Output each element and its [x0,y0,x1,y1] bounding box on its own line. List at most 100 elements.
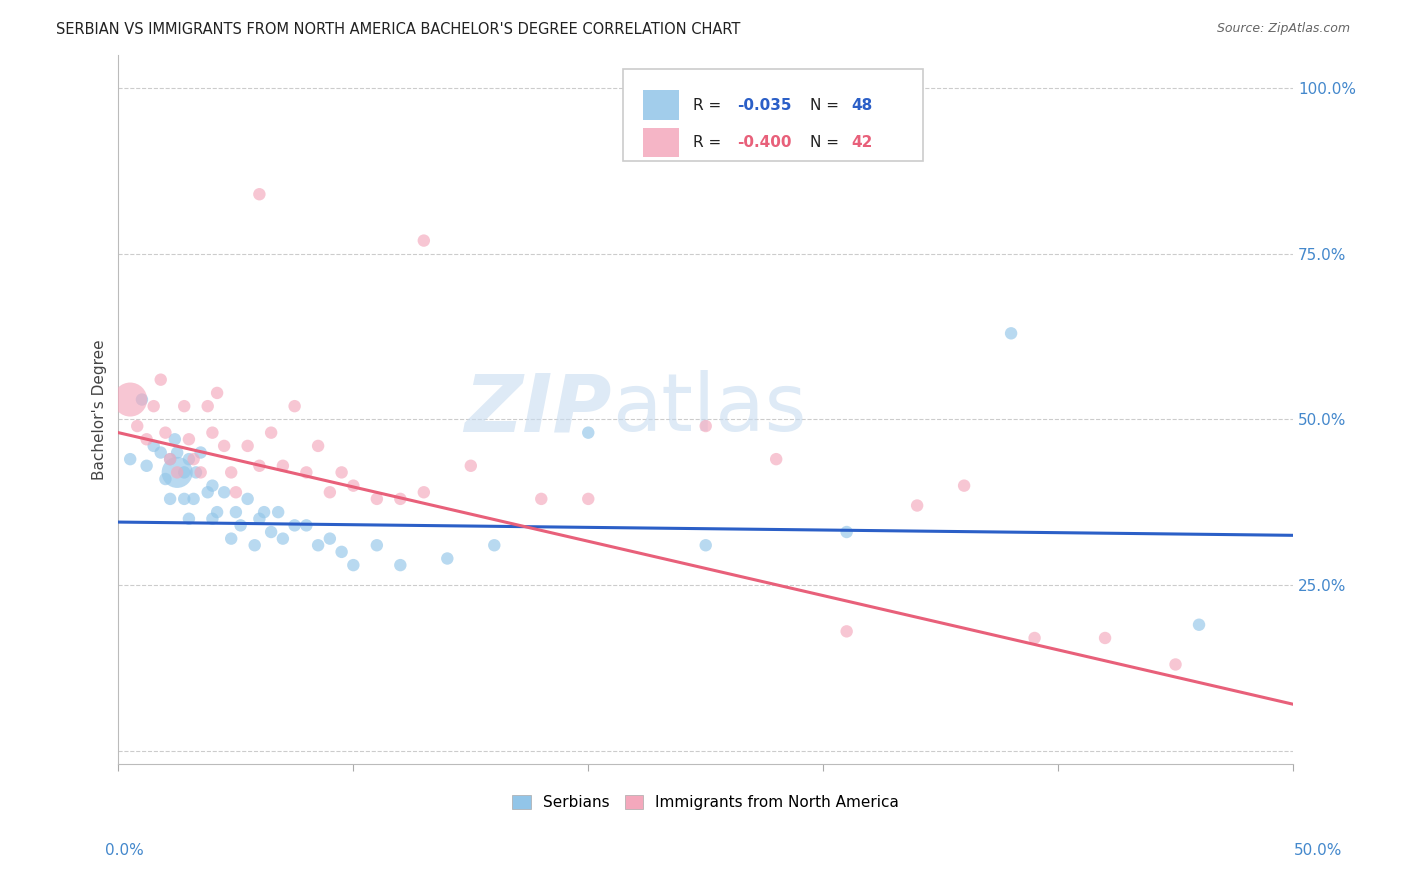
Point [149,373,172,387]
Point [1188,617,1211,632]
Text: R =: R = [693,97,725,112]
Point [201,478,224,492]
Point [177,452,200,467]
Point [177,432,200,446]
Point [142,439,165,453]
Point [389,491,412,506]
Text: -0.400: -0.400 [737,135,792,150]
Point [243,538,266,552]
Point [173,466,195,480]
Text: SERBIAN VS IMMIGRANTS FROM NORTH AMERICA BACHELOR'S DEGREE CORRELATION CHART: SERBIAN VS IMMIGRANTS FROM NORTH AMERICA… [56,22,741,37]
Point [190,466,212,480]
Point [212,485,235,500]
Point [166,466,188,480]
Point [330,466,353,480]
Point [271,532,294,546]
Text: 42: 42 [852,135,873,150]
Point [155,472,177,486]
Point [190,445,212,459]
Legend: Serbians, Immigrants from North America: Serbians, Immigrants from North America [506,789,905,816]
FancyBboxPatch shape [623,70,922,161]
Point [225,485,247,500]
Text: ZIP: ZIP [464,370,612,449]
Point [155,425,177,440]
Point [183,491,205,506]
Point [173,491,195,506]
Point [835,524,858,539]
Point [247,512,270,526]
Point [953,478,976,492]
Point [120,392,142,407]
Point [342,558,364,573]
Point [205,385,228,400]
Point [695,419,717,434]
Point [159,452,181,467]
FancyBboxPatch shape [644,128,679,158]
Text: -0.035: -0.035 [737,97,792,112]
Point [389,558,412,573]
Point [201,512,224,526]
Text: N =: N = [810,97,844,112]
Point [166,445,188,459]
Point [460,458,482,473]
Point [765,452,787,467]
Point [212,439,235,453]
Text: 48: 48 [852,97,873,112]
Point [412,485,434,500]
Point [159,452,181,467]
Point [197,399,219,413]
Point [166,466,188,480]
Y-axis label: Bachelor's Degree: Bachelor's Degree [93,339,107,480]
FancyBboxPatch shape [644,90,679,120]
Point [253,505,276,519]
Point [120,452,142,467]
Point [135,432,157,446]
Point [183,452,205,467]
Point [131,392,153,407]
Point [267,505,290,519]
Point [1000,326,1022,341]
Point [247,458,270,473]
Point [247,187,270,202]
Point [484,538,506,552]
Point [197,485,219,500]
Point [295,466,318,480]
Text: atlas: atlas [612,370,806,449]
Point [205,505,228,519]
Point [576,491,599,506]
Point [219,466,242,480]
Point [436,551,458,566]
Point [219,532,242,546]
Point [225,505,247,519]
Point [576,425,599,440]
Text: R =: R = [693,135,725,150]
Text: N =: N = [810,135,844,150]
Point [1164,657,1187,672]
Point [184,466,207,480]
Point [835,624,858,639]
Point [236,491,259,506]
Point [319,485,342,500]
Point [142,399,165,413]
Text: Source: ZipAtlas.com: Source: ZipAtlas.com [1216,22,1350,36]
Point [177,512,200,526]
Point [295,518,318,533]
Point [159,491,181,506]
Text: 50.0%: 50.0% [1295,843,1343,858]
Point [695,538,717,552]
Point [530,491,553,506]
Point [229,518,252,533]
Point [1094,631,1116,645]
Point [366,538,388,552]
Text: 0.0%: 0.0% [105,843,145,858]
Point [260,524,283,539]
Point [284,399,307,413]
Point [260,425,283,440]
Point [330,545,353,559]
Point [412,234,434,248]
Point [366,491,388,506]
Point [284,518,307,533]
Point [307,439,329,453]
Point [149,445,172,459]
Point [342,478,364,492]
